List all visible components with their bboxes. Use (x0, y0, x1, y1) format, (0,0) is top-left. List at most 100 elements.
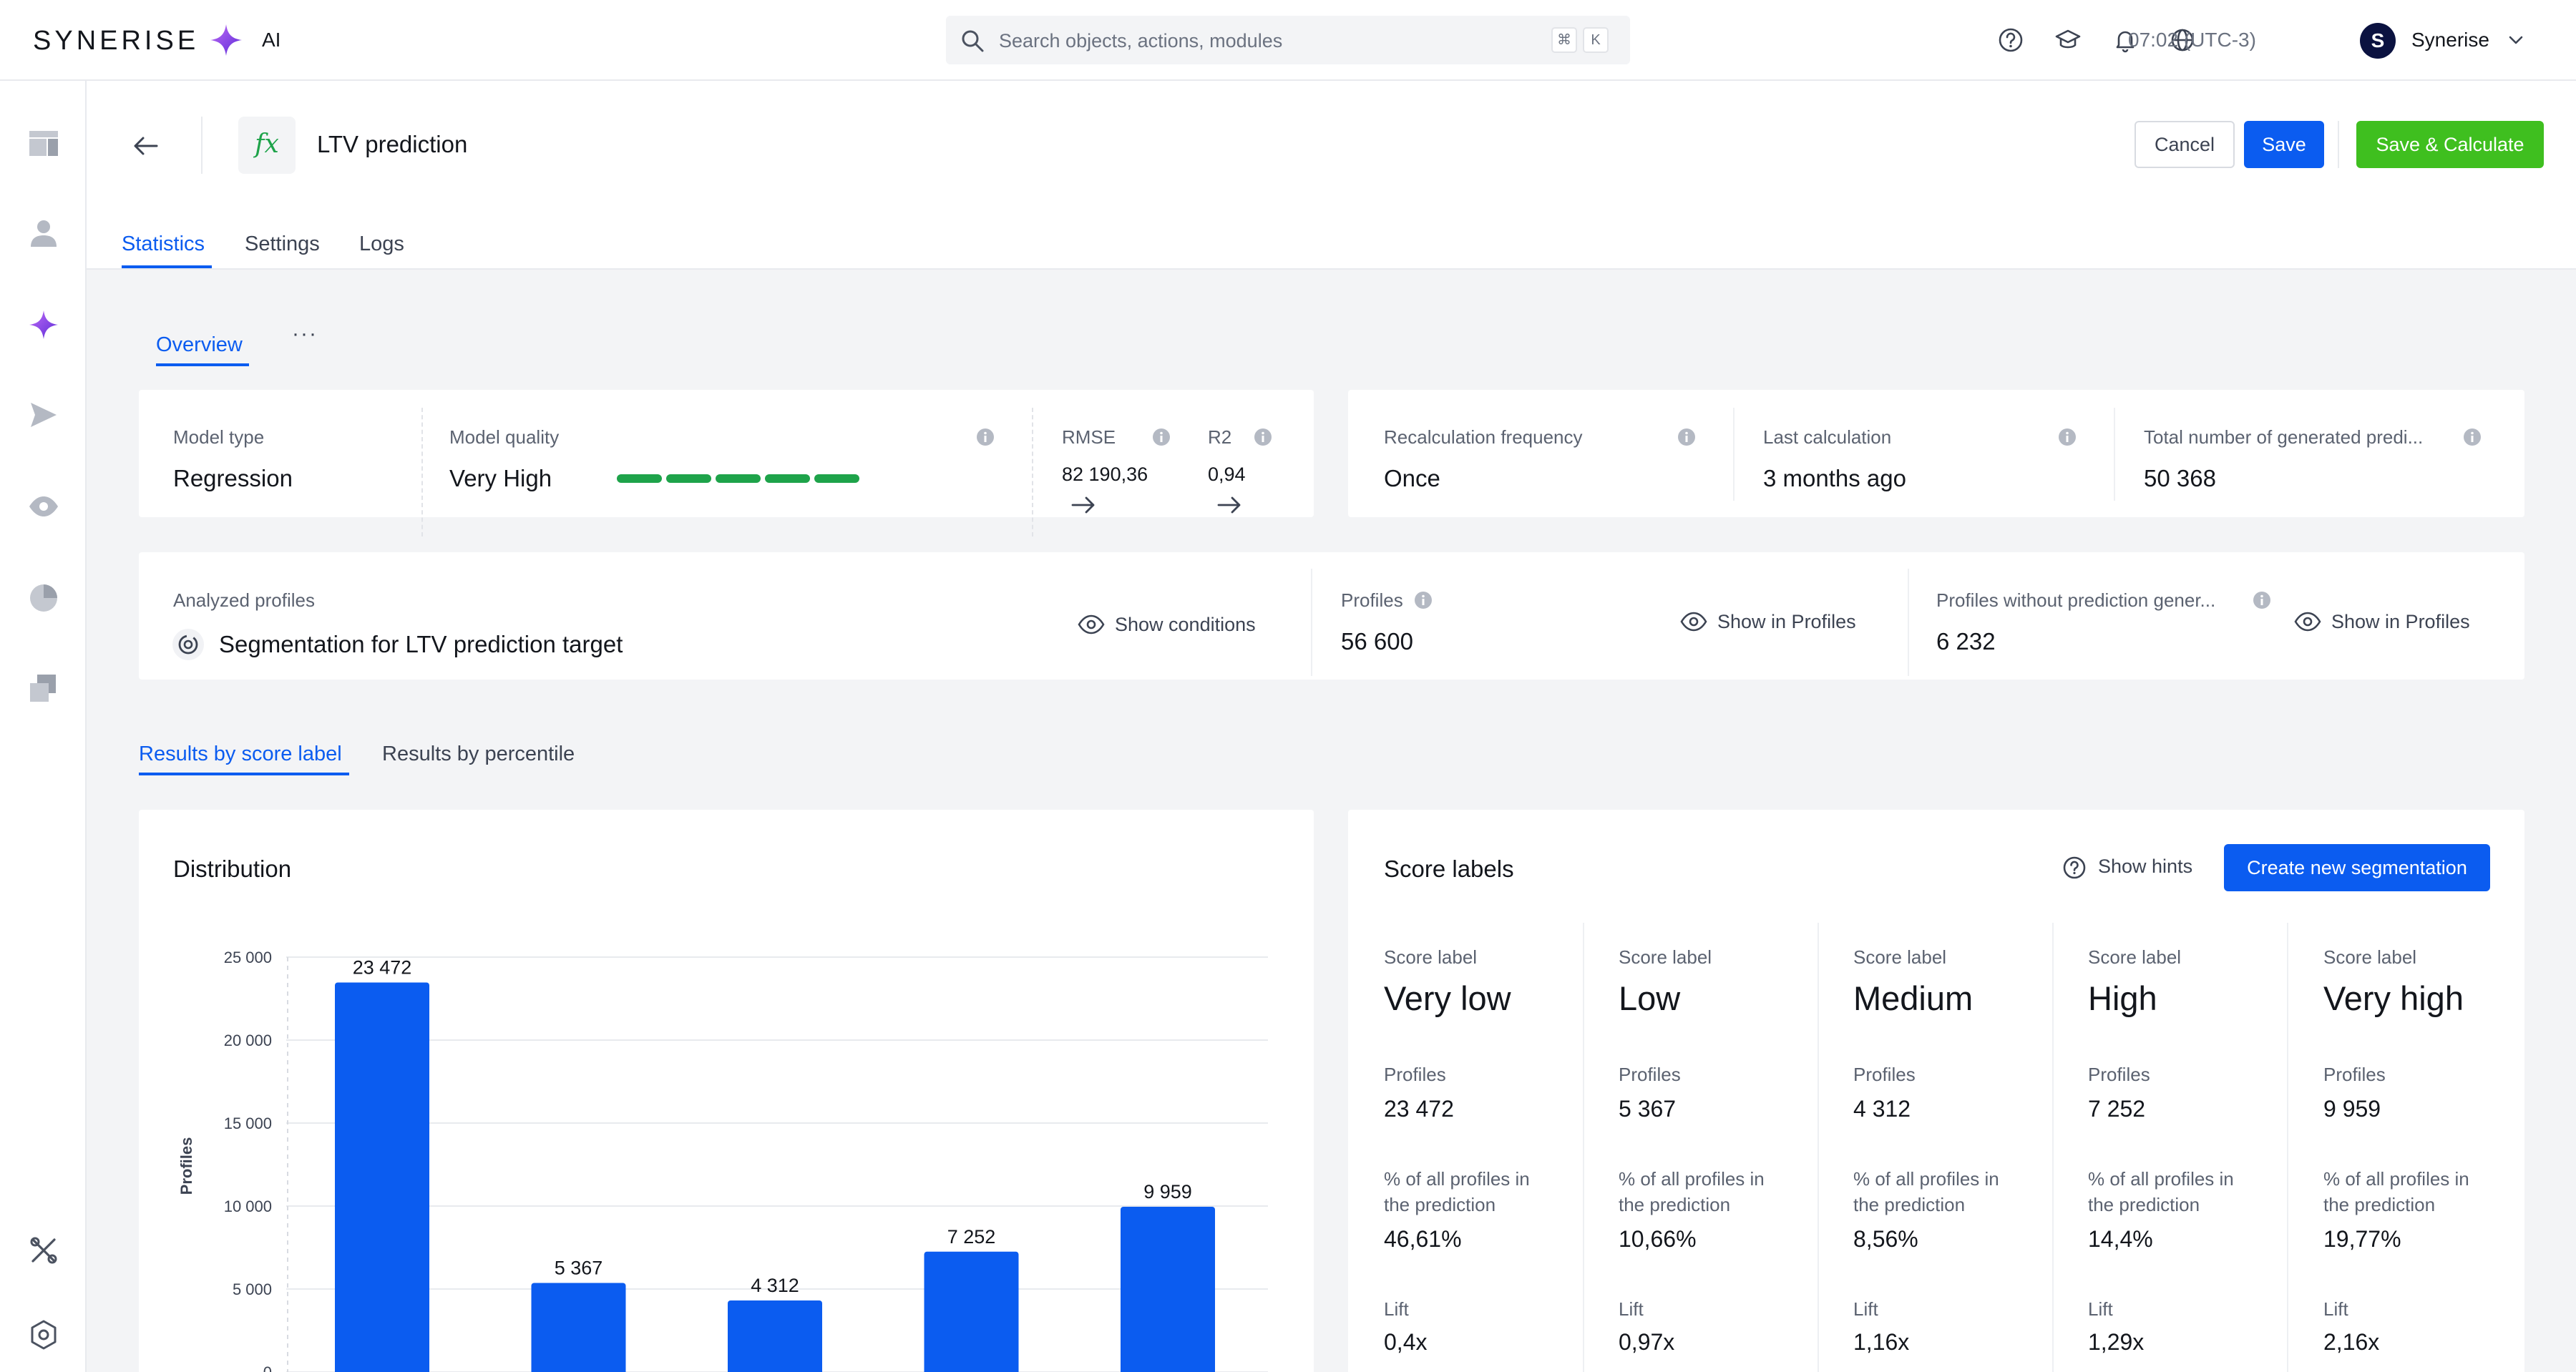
bar-medium[interactable] (728, 1300, 822, 1372)
tab-statistics[interactable]: Statistics (122, 232, 205, 255)
percent-value: 46,61% (1384, 1226, 1462, 1252)
results-tab-indicator (139, 773, 349, 775)
analyzed-profiles-value: Segmentation for LTV prediction target (219, 631, 623, 657)
profiles-count: 9 959 (2323, 1096, 2381, 1122)
function-icon: fx (238, 117, 296, 174)
lift-value: 0,97x (1619, 1329, 1675, 1355)
y-tick-label: 5 000 (233, 1280, 272, 1298)
more-options-icon[interactable]: ··· (292, 322, 318, 346)
percent-caption: % of all profiles in (2323, 1168, 2469, 1190)
ai-sparkle-icon[interactable] (209, 23, 243, 57)
bar-value-label: 4 312 (751, 1275, 799, 1296)
last-calculation-value: 3 months ago (1763, 465, 1906, 491)
profiles-person-icon[interactable] (27, 217, 60, 250)
active-tab-indicator (122, 265, 212, 268)
score-label-caption: Score label (1853, 946, 1947, 968)
reports-pie-icon[interactable] (27, 582, 60, 614)
lift-caption: Lift (1619, 1298, 1644, 1320)
info-icon[interactable] (2463, 428, 2482, 446)
user-name[interactable]: Synerise (2411, 29, 2489, 51)
total-predictions-label: Total number of generated predi... (2144, 426, 2424, 448)
eye-icon[interactable] (1078, 614, 1105, 635)
info-icon[interactable] (1254, 428, 1272, 446)
profiles-without-prediction-label: Profiles without prediction gener... (1936, 589, 2216, 611)
academy-icon[interactable] (2054, 26, 2082, 54)
tab-results-by-percentile[interactable]: Results by percentile (382, 743, 575, 765)
back-arrow-icon[interactable] (130, 129, 162, 162)
hint-question-icon[interactable] (2062, 856, 2087, 880)
info-icon[interactable] (2058, 428, 2077, 446)
synerise-logo[interactable]: SYNERISE (33, 26, 200, 56)
kbd-cmd: ⌘ (1551, 27, 1577, 53)
chevron-down-icon[interactable] (2506, 30, 2526, 50)
score-label-value: Medium (1853, 979, 1974, 1017)
create-new-segmentation-button[interactable]: Create new segmentation (2224, 844, 2490, 891)
info-icon[interactable] (1677, 428, 1696, 446)
eye-icon[interactable] (1680, 611, 1707, 632)
lift-caption: Lift (1853, 1298, 1878, 1320)
save-button[interactable]: Save (2244, 121, 2324, 168)
dashboard-icon[interactable] (27, 127, 60, 160)
tab-results-by-score-label[interactable]: Results by score label (139, 743, 342, 765)
timezone-clock[interactable]: 07:02 (UTC-3) (2128, 29, 2256, 51)
show-conditions-link[interactable]: Show conditions (1115, 614, 1256, 635)
model-metrics-card (139, 390, 1314, 517)
user-avatar[interactable]: S (2360, 23, 2396, 59)
arrow-right-icon[interactable] (1216, 495, 1242, 515)
info-icon[interactable] (1152, 428, 1171, 446)
quality-segment (765, 474, 810, 483)
show-in-profiles-link-2[interactable]: Show in Profiles (2331, 611, 2470, 632)
info-icon[interactable] (976, 428, 995, 446)
arrow-right-icon[interactable] (1070, 495, 1096, 515)
recalc-frequency-label: Recalculation frequency (1384, 426, 1583, 448)
ai-label[interactable]: AI (262, 29, 281, 51)
globe-icon[interactable] (2168, 26, 2197, 54)
percent-caption-2: the prediction (1619, 1194, 1731, 1215)
column-divider (1818, 923, 1819, 1372)
search-input[interactable]: Search objects, actions, modules (999, 30, 1283, 52)
model-type-value: Regression (173, 465, 293, 491)
bar-very-high[interactable] (1121, 1206, 1215, 1372)
help-icon[interactable] (1996, 26, 2025, 54)
show-in-profiles-link[interactable]: Show in Profiles (1717, 611, 1856, 632)
bar-high[interactable] (924, 1251, 1019, 1372)
score-label-column: Score label Very high Profiles 9 959 % of al… (2323, 923, 2558, 1372)
cancel-button[interactable]: Cancel (2135, 121, 2235, 168)
tab-settings[interactable]: Settings (245, 232, 320, 255)
notifications-bell-icon[interactable] (2111, 26, 2140, 54)
settings-gear-icon[interactable] (27, 1318, 60, 1351)
score-label-column: Score label High Profiles 7 252 % of all pro… (2088, 923, 2323, 1372)
info-icon[interactable] (2253, 591, 2271, 609)
percent-caption: % of all profiles in (1619, 1168, 1765, 1190)
tools-icon[interactable] (27, 1234, 60, 1267)
tab-overview[interactable]: Overview (156, 333, 243, 356)
data-management-icon[interactable] (27, 672, 60, 705)
score-label-value: High (2088, 979, 2157, 1017)
eye-icon[interactable] (2294, 611, 2321, 632)
show-hints-button[interactable]: Show hints (2098, 856, 2193, 877)
kbd-k: K (1583, 27, 1609, 53)
save-calculate-button[interactable]: Save & Calculate (2356, 121, 2544, 168)
tab-logs[interactable]: Logs (359, 232, 404, 255)
profiles-caption: Profiles (1619, 1064, 1681, 1085)
analytics-eye-icon[interactable] (27, 490, 60, 523)
campaigns-send-icon[interactable] (27, 398, 60, 431)
profiles-count: 5 367 (1619, 1096, 1677, 1122)
lift-caption: Lift (1384, 1298, 1409, 1320)
distribution-card (139, 810, 1314, 1372)
global-search[interactable]: Search objects, actions, modules ⌘ K (946, 16, 1630, 64)
lift-caption: Lift (2323, 1298, 2348, 1320)
lift-value: 2,16x (2323, 1329, 2380, 1355)
percent-caption-2: the prediction (2088, 1194, 2200, 1215)
profiles-caption: Profiles (2323, 1064, 2386, 1085)
r2-label: R2 (1208, 426, 1232, 448)
header-divider (201, 117, 203, 174)
divider (1908, 569, 1909, 676)
fx-symbol: fx (255, 129, 279, 159)
ai-sparkle-nav-icon[interactable] (27, 308, 60, 341)
profiles-caption: Profiles (2088, 1064, 2150, 1085)
bar-very-low[interactable] (335, 982, 429, 1372)
bar-low[interactable] (531, 1283, 626, 1372)
info-icon[interactable] (1414, 591, 1433, 609)
score-label-caption: Score label (2088, 946, 2182, 968)
